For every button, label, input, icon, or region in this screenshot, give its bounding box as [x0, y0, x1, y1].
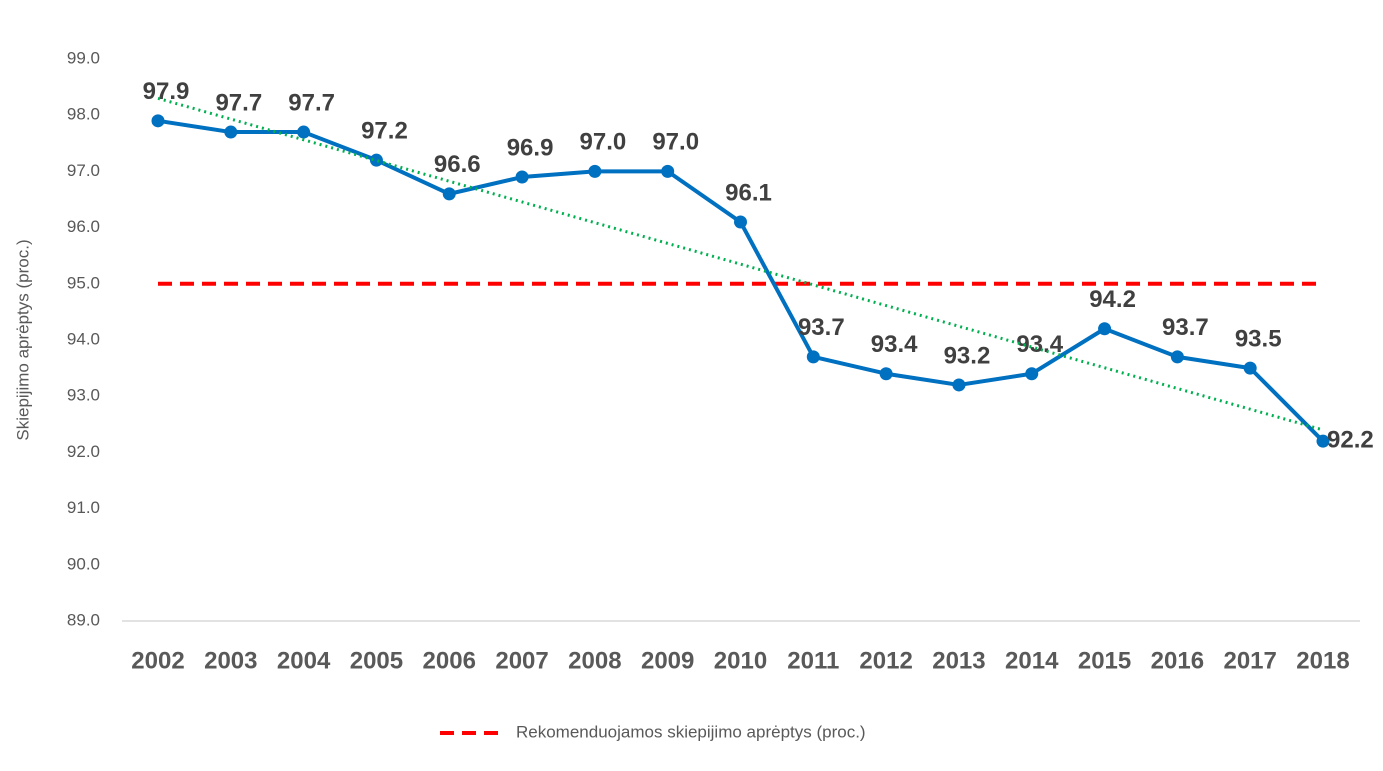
data-point — [1243, 361, 1257, 375]
data-point — [297, 125, 311, 139]
y-tick-label: 93.0 — [67, 386, 100, 405]
x-tick-label: 2005 — [350, 647, 403, 674]
data-label: 93.4 — [1016, 331, 1063, 358]
data-label: 93.7 — [798, 314, 845, 341]
data-label: 93.5 — [1235, 325, 1282, 352]
trend-line — [157, 96, 1324, 432]
data-point — [952, 378, 966, 392]
x-tick-label: 2006 — [423, 647, 476, 674]
y-tick-label: 98.0 — [67, 105, 100, 124]
data-point — [1170, 350, 1184, 364]
data-point — [442, 187, 456, 201]
y-tick-label: 92.0 — [67, 442, 100, 461]
data-label: 97.2 — [361, 118, 408, 145]
y-tick-label: 97.0 — [67, 161, 100, 180]
data-point — [588, 164, 602, 178]
y-tick-label: 96.0 — [67, 217, 100, 236]
y-tick-label: 90.0 — [67, 554, 100, 573]
data-label: 97.7 — [288, 89, 335, 116]
data-label: 96.1 — [725, 179, 772, 206]
y-tick-label: 89.0 — [67, 610, 100, 629]
data-label: 96.9 — [507, 134, 554, 161]
data-label: 94.2 — [1089, 286, 1136, 313]
data-label: 93.7 — [1162, 314, 1209, 341]
x-tick-label: 2012 — [859, 647, 912, 674]
data-point — [369, 153, 383, 167]
x-tick-label: 2003 — [204, 647, 257, 674]
x-tick-label: 2011 — [787, 647, 839, 674]
y-tick-label: 91.0 — [67, 498, 100, 517]
data-point — [1316, 434, 1330, 448]
x-tick-label: 2009 — [641, 647, 694, 674]
x-tick-label: 2018 — [1296, 647, 1349, 674]
legend-label: Rekomenduojamos skiepijimo aprėptys (pro… — [516, 722, 866, 741]
data-label: 93.2 — [944, 342, 991, 369]
data-point — [734, 215, 747, 229]
data-label: 96.6 — [434, 151, 481, 178]
data-label: 97.7 — [215, 89, 262, 116]
data-point — [1025, 367, 1039, 381]
data-label: 97.9 — [143, 78, 190, 105]
y-tick-label: 99.0 — [67, 48, 100, 67]
data-label: 97.0 — [652, 129, 699, 156]
x-tick-label: 2017 — [1223, 647, 1276, 674]
x-tick-label: 2013 — [932, 647, 985, 674]
data-point — [515, 170, 529, 184]
data-point — [1098, 322, 1112, 336]
x-tick-label: 2014 — [1005, 647, 1059, 674]
data-point — [661, 164, 675, 178]
x-tick-label: 2016 — [1151, 647, 1204, 674]
x-tick-label: 2002 — [131, 647, 184, 674]
data-point — [151, 114, 165, 128]
x-tick-label: 2010 — [714, 647, 767, 674]
x-tick-label: 2007 — [495, 647, 548, 674]
data-point — [806, 350, 820, 364]
y-axis-title: Skiepijimo aprėptys (proc.) — [13, 239, 32, 440]
data-label: 93.4 — [871, 331, 918, 358]
series-line — [157, 118, 1325, 443]
x-tick-label: 2004 — [277, 647, 331, 674]
data-label: 97.0 — [580, 129, 627, 156]
data-label: 92.2 — [1327, 427, 1374, 454]
data-point — [224, 125, 238, 139]
x-tick-label: 2015 — [1078, 647, 1131, 674]
data-point — [879, 367, 893, 381]
x-tick-label: 2008 — [568, 647, 621, 674]
y-tick-label: 95.0 — [67, 273, 100, 292]
y-tick-label: 94.0 — [67, 329, 100, 348]
